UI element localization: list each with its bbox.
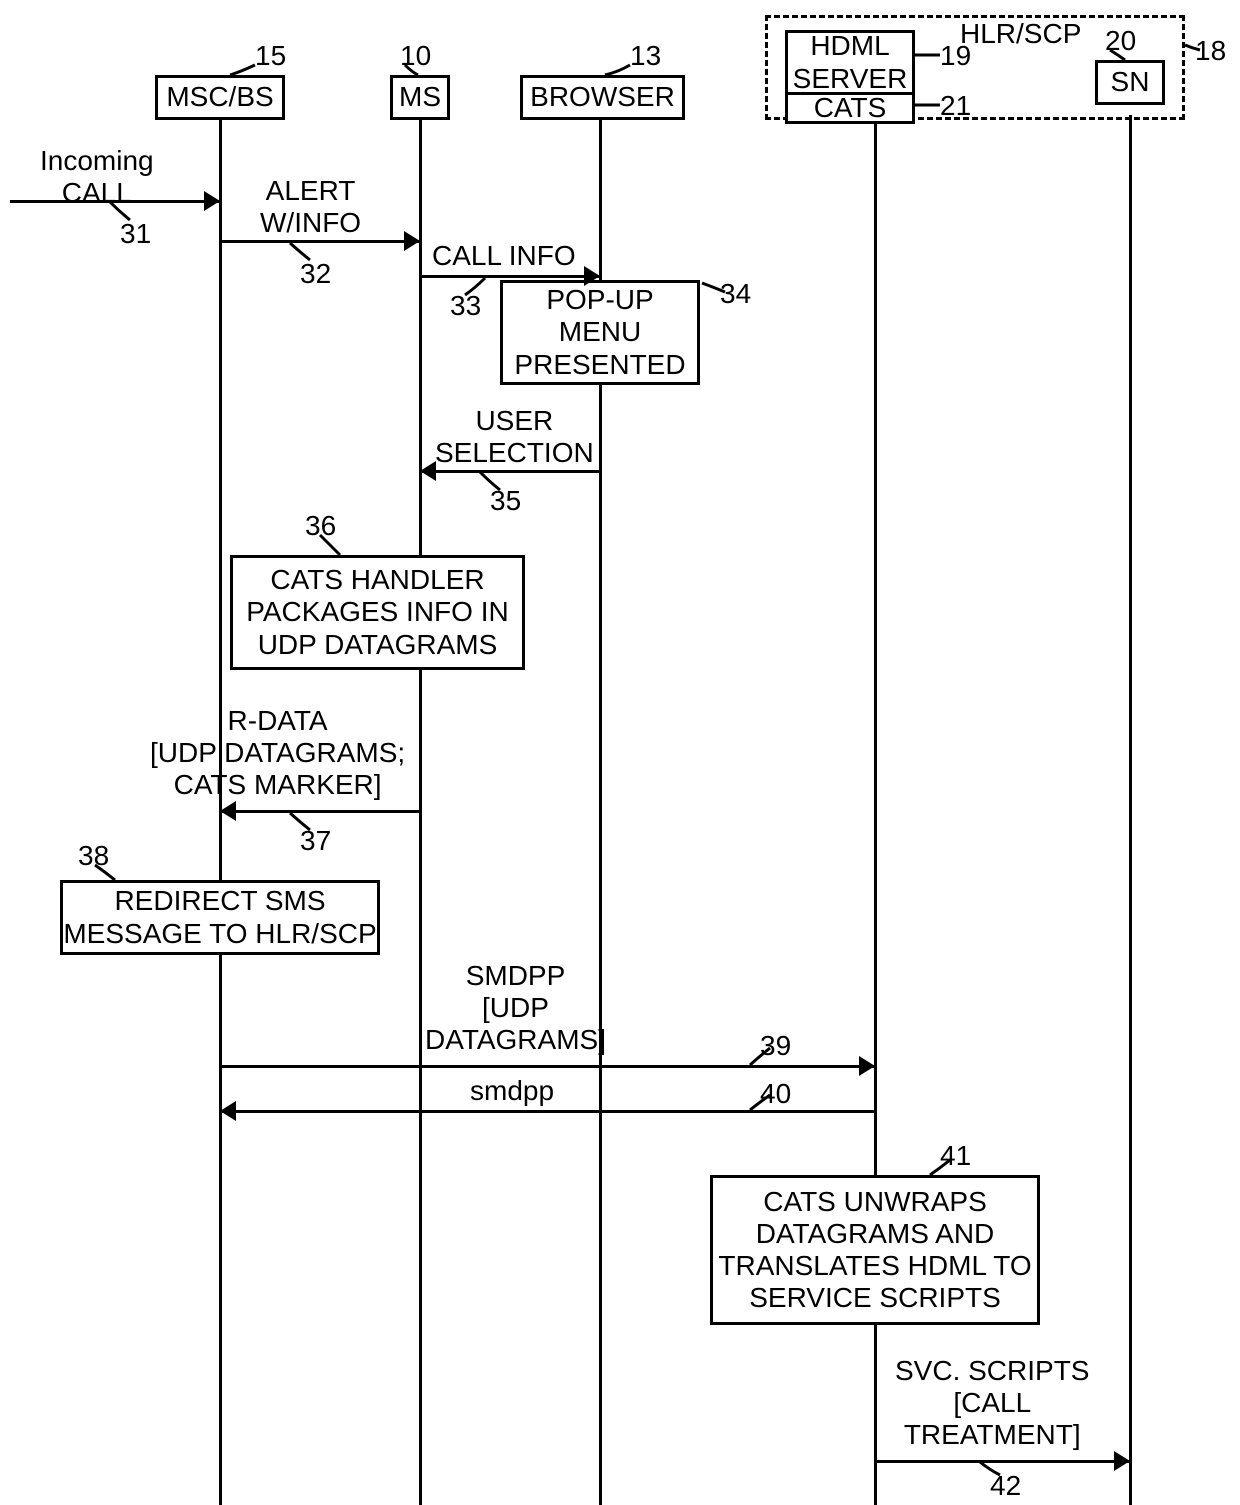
header-ms: MS [390,75,450,120]
arrow-label-callinfo: CALL INFO [432,240,576,272]
arrow-label-smdpp: SMDPP [UDP DATAGRAMS] [425,960,606,1057]
ref-38: 38 [78,840,109,872]
redirect-box: REDIRECT SMS MESSAGE TO HLR/SCP [60,880,380,955]
arrowhead-rdata [220,801,236,821]
ref-39: 39 [760,1030,791,1062]
ref-15: 15 [255,40,286,72]
lifeline-sn [1129,115,1132,1505]
arrow-rdata [220,810,420,813]
arrowhead-userSel [420,461,436,481]
arrow-label-svcscripts: SVC. SCRIPTS [CALL TREATMENT] [895,1355,1089,1452]
arrow-smdpp_ret [220,1110,875,1113]
arrow-label-incoming: Incoming CALL [40,145,154,209]
hlr-scp-label: HLR/SCP [960,18,1081,50]
hdml-server-box: HDML SERVER [785,30,915,95]
arrow-label-smdpp_ret: smdpp [470,1075,554,1107]
arrowhead-callinfo [584,266,600,286]
arrow-svcscripts [875,1460,1130,1463]
header-browser: BROWSER [520,75,685,120]
arrowhead-smdpp_ret [220,1101,236,1121]
arrowhead-alert [404,231,420,251]
ref-40: 40 [760,1078,791,1110]
arrow-smdpp [220,1065,875,1068]
ref-34: 34 [720,278,751,310]
handler-box: CATS HANDLER PACKAGES INFO IN UDP DATAGR… [230,555,525,670]
ref-37: 37 [300,825,331,857]
arrow-label-userSel: USER SELECTION [435,405,594,469]
ref-18: 18 [1195,35,1226,67]
arrowhead-svcscripts [1114,1451,1130,1471]
sn-box: SN [1095,60,1165,105]
arrow-userSel [420,470,600,473]
arrowhead-smdpp [859,1056,875,1076]
ref-41: 41 [940,1140,971,1172]
arrow-callinfo [420,275,600,278]
sequence-diagram: MSC/BS MS BROWSER HLR/SCP HDML SERVER CA… [0,0,1240,1505]
header-msc: MSC/BS [155,75,285,120]
popup-box: POP-UP MENU PRESENTED [500,280,700,385]
arrow-alert [220,240,420,243]
ref-32: 32 [300,258,331,290]
ref-20: 20 [1105,25,1136,57]
ref-13: 13 [630,40,661,72]
ref-35: 35 [490,485,521,517]
ref-42: 42 [990,1470,1021,1502]
ref-36: 36 [305,510,336,542]
ref-10: 10 [400,40,431,72]
arrow-label-alert: ALERT W/INFO [260,175,361,239]
cats-box: CATS [785,92,915,124]
ref-31: 31 [120,218,151,250]
ref-19: 19 [940,40,971,72]
ref-33: 33 [450,290,481,322]
ref-21: 21 [940,90,971,122]
arrowhead-incoming [204,191,220,211]
unwrap-box: CATS UNWRAPS DATAGRAMS AND TRANSLATES HD… [710,1175,1040,1325]
arrow-label-rdata: R-DATA [UDP DATAGRAMS; CATS MARKER] [150,705,405,802]
